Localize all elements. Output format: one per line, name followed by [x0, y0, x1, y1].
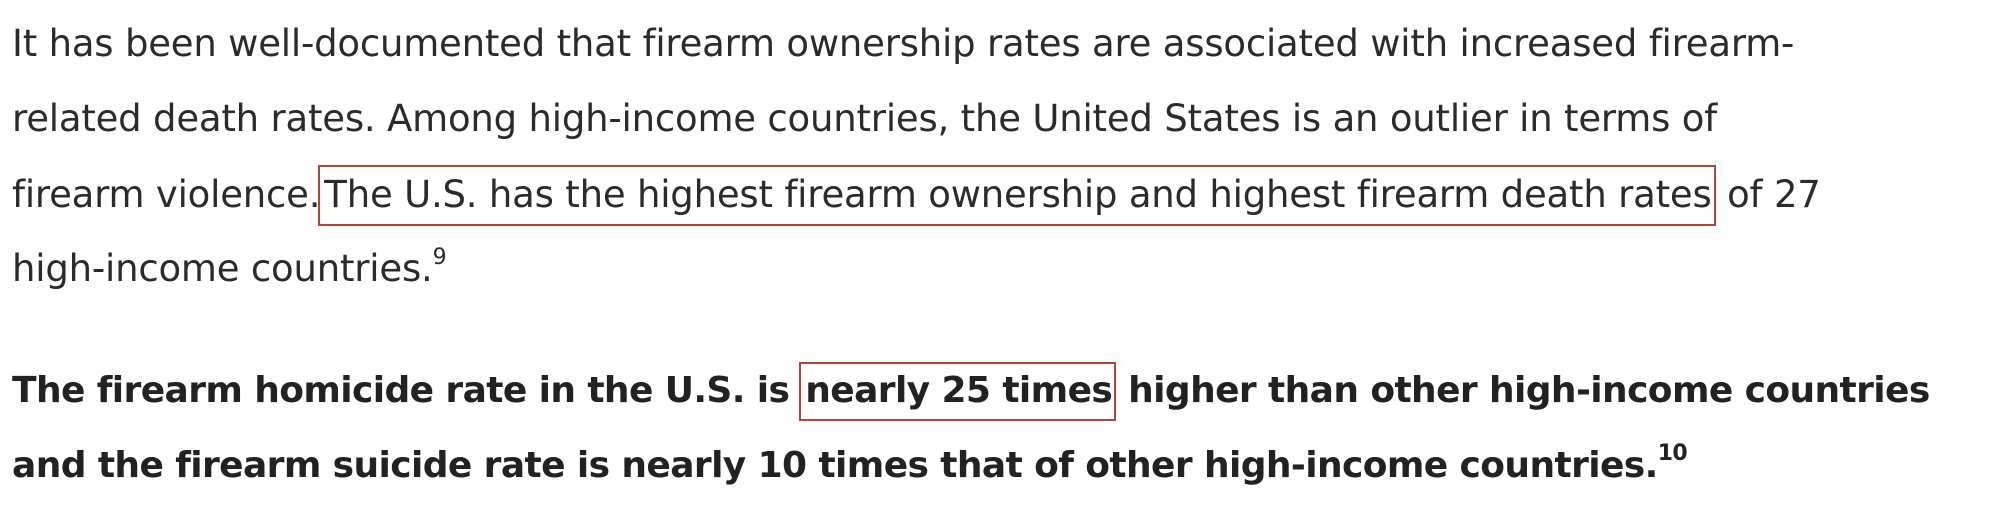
text: high-income countries. — [12, 247, 433, 290]
text: higher than other high-income countries — [1116, 370, 1930, 411]
text: firearm violence. — [12, 173, 321, 216]
text-line: It has been well-documented that firearm… — [12, 22, 1795, 65]
highlight-box-ownership: The U.S. has the highest firearm ownersh… — [318, 165, 1716, 226]
text-line: related death rates. Among high-income c… — [12, 97, 1718, 140]
footnote-link[interactable]: 10 — [1657, 441, 1688, 466]
footnote-link[interactable]: 9 — [432, 244, 447, 270]
text-line: high-income countries.9 — [12, 244, 447, 290]
highlight-box-25-times: nearly 25 times — [799, 362, 1117, 421]
text-line: and the firearm suicide rate is nearly 1… — [12, 441, 1688, 486]
text-line: firearm violence. The U.S. has the highes… — [12, 165, 1821, 226]
text: of 27 — [1715, 173, 1821, 216]
text: and the firearm suicide rate is nearly 1… — [12, 445, 1658, 486]
text-line: The firearm homicide rate in the U.S. is… — [12, 362, 1930, 421]
text: The firearm homicide rate in the U.S. is — [12, 370, 802, 411]
